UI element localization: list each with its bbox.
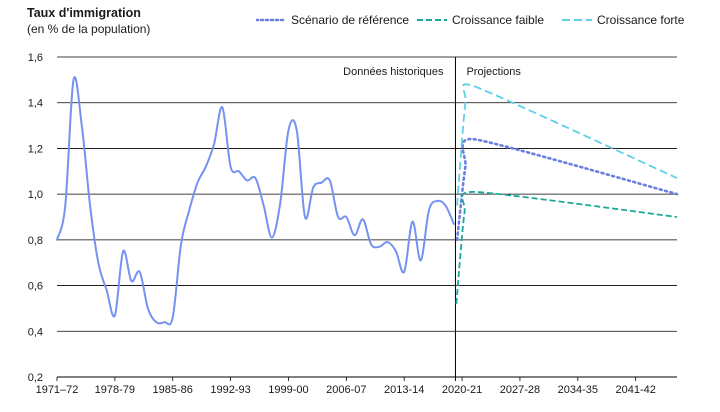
- legend-swatch-high: [562, 19, 592, 21]
- x-axis: 1971–72 1978-79 1985-86 1992-93 1999-00 2006-…: [36, 377, 656, 396]
- legend-label-high: Croissance forte: [597, 13, 685, 27]
- legend-swatch-reference: [256, 18, 286, 22]
- x-tick-label: 2041-42: [615, 384, 655, 396]
- y-tick-label: 0,4: [28, 326, 43, 338]
- y-tick-label: 0,6: [28, 281, 43, 293]
- y-tick-label: 1,0: [28, 189, 43, 201]
- y-axis: 0,2 0,4 0,6 0,8 1,0 1,2 1,4 1,6: [28, 52, 43, 384]
- series-line-high: [456, 83, 678, 206]
- x-tick-label: 1985-86: [153, 384, 193, 396]
- x-tick-label: 1992-93: [210, 384, 250, 396]
- x-tick-label: 2020-21: [442, 384, 482, 396]
- y-tick-label: 0,8: [28, 235, 43, 247]
- y-tick-label: 1,6: [28, 52, 43, 64]
- y-tick-label: 1,2: [28, 143, 43, 155]
- legend-label-reference: Scénario de référence: [291, 13, 410, 27]
- series-line-historical: [56, 76, 455, 326]
- legend-item-high: Croissance forte: [562, 13, 684, 27]
- x-tick-label: 1971–72: [36, 384, 79, 396]
- x-tick-label: 2006-07: [326, 384, 366, 396]
- annotation-historical: Données historiques: [343, 66, 444, 78]
- legend-item-low: Croissance faible: [417, 13, 544, 27]
- x-tick-label: 1999-00: [268, 384, 308, 396]
- x-tick-label: 2027-28: [500, 384, 540, 396]
- legend-swatch-low: [417, 19, 447, 21]
- y-tick-label: 0,2: [28, 372, 43, 384]
- legend-label-low: Croissance faible: [452, 13, 545, 27]
- series-line-low: [455, 190, 678, 304]
- annotation-projections: Projections: [466, 66, 521, 78]
- x-tick-label: 1978-79: [95, 384, 135, 396]
- legend-item-reference: Scénario de référence: [256, 13, 409, 27]
- chart-subtitle: (en % de la population): [27, 22, 151, 36]
- x-tick-label: 2034-35: [558, 384, 598, 396]
- y-tick-label: 1,4: [28, 98, 43, 110]
- series-line-reference: [455, 137, 679, 242]
- series-lines: [56, 76, 679, 326]
- x-tick-label: 2013-14: [384, 384, 424, 396]
- grid: [57, 56, 677, 381]
- chart-title: Taux d'immigration: [27, 6, 141, 20]
